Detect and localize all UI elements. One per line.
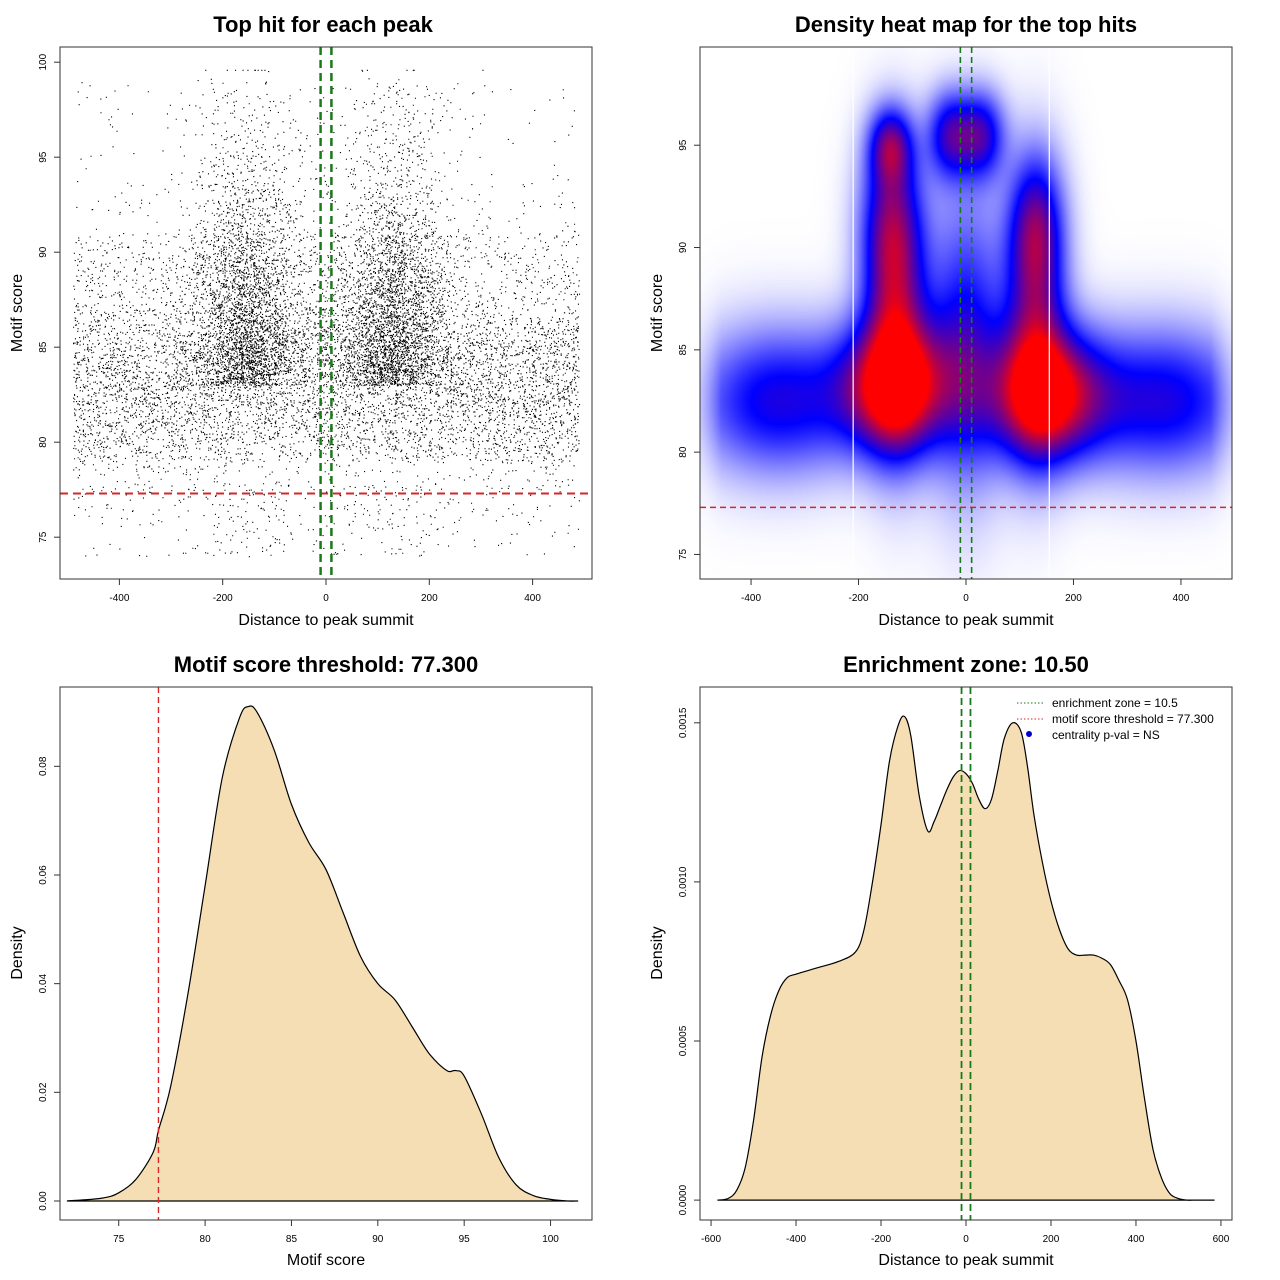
- scatter-plot-area: [60, 47, 592, 579]
- distance-density-ylabel: Density: [649, 926, 666, 979]
- heatmap-ylabel: Motif score: [649, 274, 666, 352]
- legend-label-enrichment-zone: enrichment zone = 10.5: [1052, 696, 1178, 710]
- scatter-reference-lines: [60, 47, 592, 579]
- heatmap-xtick-label: 400: [1173, 593, 1190, 604]
- score-density-xtick-label: 75: [113, 1234, 125, 1245]
- distance-density-legend: enrichment zone = 10.5 motif score thres…: [1017, 696, 1214, 742]
- heatmap-ytick-label: 75: [678, 548, 689, 560]
- scatter-ytick-label: 85: [38, 341, 49, 353]
- scatter-axes: -400 -200 0 200 400 75 80 85 90 95 100: [38, 53, 541, 604]
- score-density-ylabel: Density: [9, 926, 26, 979]
- distance-density-xtick-label: -400: [786, 1234, 806, 1245]
- heatmap-xtick-label: -200: [849, 593, 869, 604]
- scatter-ytick-label: 90: [38, 246, 49, 258]
- score-density-xtick-label: 100: [542, 1234, 559, 1245]
- distance-density-xlabel: Distance to peak summit: [878, 1252, 1054, 1269]
- scatter-xtick-label: -400: [109, 593, 129, 604]
- scatter-xlabel: Distance to peak summit: [238, 612, 414, 629]
- scatter-points: [73, 69, 581, 558]
- distance-density-axes: -600 -400 -200 0 200 400 600 0.0000 0.0005 0.0010…: [678, 707, 1230, 1245]
- distance-density-xtick-label: -200: [871, 1234, 891, 1245]
- heatmap-xlabel: Distance to peak summit: [878, 612, 1054, 629]
- score-density-xtick-label: 85: [286, 1234, 298, 1245]
- scatter-ytick-label: 75: [38, 531, 49, 543]
- score-density-ytick-label: 0.06: [38, 865, 49, 885]
- score-density-ytick-label: 0.00: [38, 1191, 49, 1211]
- heatmap-axes: -400 -200 0 200 400 75 80 85 90 95: [678, 139, 1190, 604]
- scatter-panel: Top hit for each peak -400 -200 0 200 400 75 8…: [9, 12, 593, 629]
- distance-density-xtick-label: 200: [1043, 1234, 1060, 1245]
- score-density-ytick-label: 0.02: [38, 1082, 49, 1102]
- score-density-ytick-label: 0.08: [38, 756, 49, 776]
- scatter-ytick-label: 95: [38, 151, 49, 163]
- distance-density-ytick-label: 0.0005: [678, 1025, 689, 1056]
- distance-density-ytick-label: 0.0010: [678, 866, 689, 897]
- heatmap-ytick-label: 85: [678, 344, 689, 356]
- heatmap-xtick-label: 0: [963, 593, 969, 604]
- score-density-title: Motif score threshold: 77.300: [174, 652, 478, 677]
- heatmap-ytick-label: 80: [678, 446, 689, 458]
- distance-density-title: Enrichment zone: 10.50: [843, 652, 1089, 677]
- heatmap-panel: Density heat map for the top hits -400 -2…: [649, 12, 1233, 629]
- score-density-panel: Motif score threshold: 77.300 75 80 85 90 95…: [9, 652, 593, 1269]
- scatter-xtick-label: 0: [323, 593, 329, 604]
- scatter-title: Top hit for each peak: [213, 12, 433, 37]
- legend-key-centrality: [1026, 731, 1032, 737]
- score-density-xlabel: Motif score: [287, 1252, 365, 1269]
- distance-density-ytick-label: 0.0000: [678, 1184, 689, 1215]
- scatter-ylabel: Motif score: [9, 274, 26, 352]
- scatter-xtick-label: 400: [524, 593, 541, 604]
- score-density-xtick-label: 80: [200, 1234, 212, 1245]
- scatter-ytick-label: 100: [38, 53, 49, 70]
- score-density-frame: [59, 686, 593, 1221]
- distance-density-curve: [717, 715, 1215, 1201]
- score-density-curve: [66, 705, 579, 1202]
- score-density-axes: 75 80 85 90 95 100 0.00 0.02 0.04 0.06 0.08: [38, 756, 559, 1245]
- distance-density-xtick-label: 0: [963, 1234, 969, 1245]
- heatmap-raster-wrap: [700, 47, 1232, 579]
- scatter-point-cloud: [73, 69, 581, 558]
- distance-density-ytick-label: 0.0015: [678, 707, 689, 738]
- heatmap-xtick-label: 200: [1065, 593, 1082, 604]
- scatter-xtick-label: -200: [213, 593, 233, 604]
- distance-density-panel: Enrichment zone: 10.50 -600 -400 -200 0 200 4…: [649, 652, 1233, 1269]
- scatter-ytick-label: 80: [38, 436, 49, 448]
- score-density-xtick-label: 95: [459, 1234, 471, 1245]
- score-density-ytick-label: 0.04: [38, 973, 49, 993]
- score-density-xtick-label: 90: [372, 1234, 384, 1245]
- distance-density-reference-lines: [960, 687, 972, 1220]
- heatmap-ytick-label: 90: [678, 242, 689, 254]
- heatmap-title: Density heat map for the top hits: [795, 12, 1137, 37]
- heatmap-xtick-label: -400: [741, 593, 761, 604]
- heatmap-ytick-label: 95: [678, 139, 689, 151]
- distance-density-xtick-label: 400: [1128, 1234, 1145, 1245]
- distance-density-xtick-label: -600: [701, 1234, 721, 1245]
- distance-density-xtick-label: 600: [1213, 1234, 1230, 1245]
- heatmap-raster: [700, 47, 1232, 579]
- legend-label-threshold: motif score threshold = 77.300: [1052, 712, 1214, 726]
- scatter-xtick-label: 200: [421, 593, 438, 604]
- legend-label-centrality: centrality p-val = NS: [1052, 728, 1160, 742]
- heatmap-reference-lines: [700, 47, 1232, 579]
